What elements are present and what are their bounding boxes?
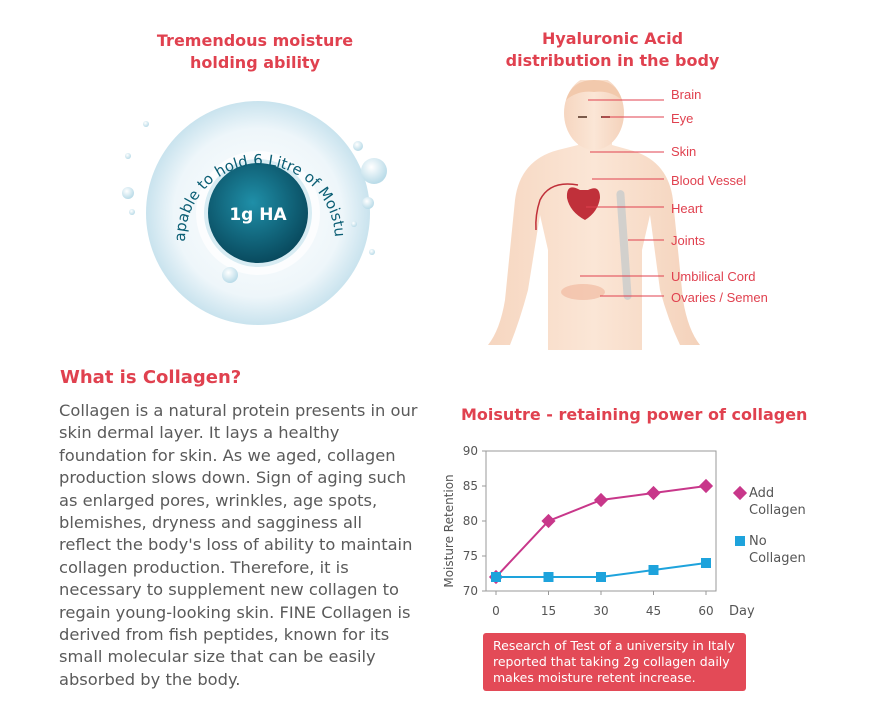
body-diagram: [488, 80, 700, 350]
label-skin: Skin: [671, 144, 697, 159]
y-tick-label: 90: [463, 444, 478, 458]
legend-no-collagen: No Collagen: [735, 533, 819, 567]
plot-frame: [485, 450, 717, 592]
point-no-collagen: [596, 572, 606, 582]
legend-add-line1: Add: [749, 486, 775, 501]
bubble: [125, 153, 131, 159]
blood-vessel: [535, 183, 579, 231]
label-ovaries-semen: Ovaries / Semen: [671, 290, 768, 305]
label-eye: Eye: [671, 111, 694, 126]
bubble: [122, 187, 134, 199]
x-tick-label: 0: [492, 604, 500, 618]
inner-circle: [204, 159, 312, 267]
legend-add-line2: Collagen: [749, 503, 806, 518]
x-tick-label: 15: [541, 604, 556, 618]
head: [564, 80, 624, 150]
legend-square-icon: [735, 536, 745, 546]
bubble: [222, 267, 238, 283]
collagen-title: What is Collagen?: [60, 367, 242, 388]
bubble: [351, 221, 357, 227]
y-tick-label: 85: [463, 479, 478, 493]
legend-no-line1: No: [749, 534, 767, 549]
y-tick-label: 70: [463, 584, 478, 598]
legend-add-collagen: Add Collagen: [732, 485, 819, 519]
distribution-title-line2: distribution in the body: [505, 51, 720, 70]
chart-title: Moisutre - retaining power of collagen: [461, 405, 808, 424]
point-no-collagen: [701, 558, 711, 568]
bubble: [361, 158, 387, 184]
label-umbilical-cord: Umbilical Cord: [671, 269, 756, 284]
distribution-title-line1: Hyaluronic Acid: [541, 29, 684, 48]
research-note: Research of Test of a university in Ital…: [483, 633, 746, 691]
ha-circle-graphic: 1g HA Capable to hold 6 Litre of Moistur…: [110, 100, 387, 325]
point-add-collagen: [698, 478, 714, 494]
x-axis-label: Day: [729, 604, 755, 619]
bone: [616, 190, 632, 300]
ovaries: [561, 284, 605, 300]
ha-title: Tremendous moisture holding ability: [140, 30, 370, 74]
x-tick-label: 60: [698, 604, 713, 618]
heart-icon: [566, 187, 600, 220]
body-silhouette: [488, 130, 700, 350]
label-joints: Joints: [671, 233, 705, 248]
bubble: [362, 197, 374, 209]
moisture-chart: 70 75 80 85 90 0 15 30 45 60 Day Moisture Retention: [442, 444, 755, 619]
distribution-title: Hyaluronic Acid distribution in the body: [495, 28, 730, 72]
x-tick-label: 45: [646, 604, 661, 618]
point-add-collagen: [593, 492, 609, 508]
y-axis-label: Moisture Retention: [442, 474, 456, 587]
ha-center-label: 1g HA: [229, 205, 287, 225]
legend-no-line2: Collagen: [749, 551, 806, 566]
y-tick-label: 80: [463, 514, 478, 528]
point-no-collagen: [648, 565, 659, 575]
point-no-collagen: [543, 572, 554, 582]
point-add-collagen: [541, 513, 556, 529]
bubble: [143, 121, 149, 127]
bubble: [353, 141, 363, 151]
ha-title-line2: holding ability: [190, 53, 320, 72]
bubble: [129, 209, 135, 215]
point-no-collagen: [491, 572, 501, 582]
point-add-collagen: [646, 485, 661, 501]
y-tick-label: 75: [463, 549, 478, 563]
ha-title-line1: Tremendous moisture: [156, 31, 354, 50]
legend-diamond-icon: [732, 485, 748, 501]
label-blood-vessel: Blood Vessel: [671, 173, 747, 188]
bubble: [369, 249, 375, 255]
label-heart: Heart: [671, 201, 703, 216]
collagen-body-text: Collagen is a natural protein presents i…: [59, 401, 418, 689]
x-tick-label: 30: [593, 604, 608, 618]
label-brain: Brain: [671, 87, 702, 102]
